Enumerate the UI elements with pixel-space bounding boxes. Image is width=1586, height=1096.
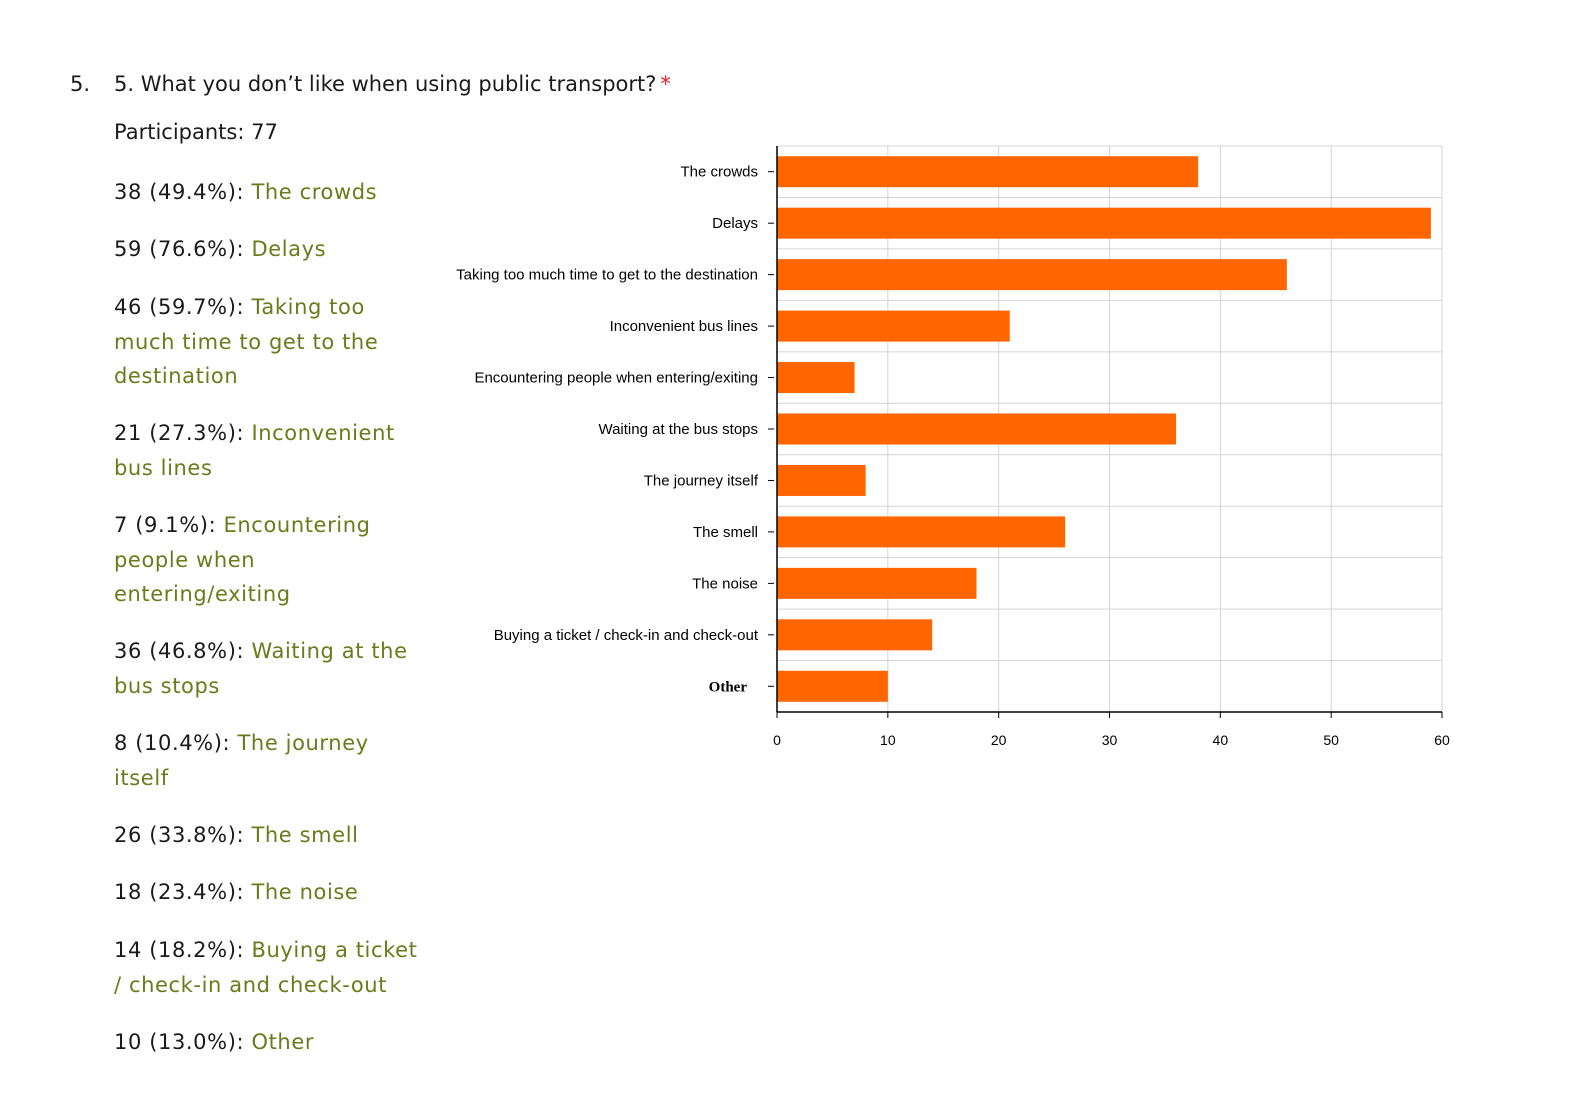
x-tick-label: 20	[991, 732, 1007, 748]
category-label: Encountering people when entering/exitin…	[474, 370, 758, 387]
bar	[777, 207, 1431, 239]
answer-item: 18 (23.4%): The noise	[114, 875, 424, 910]
participants-count: Participants: 77	[114, 120, 278, 144]
bar	[777, 413, 1176, 445]
category-label: Waiting at the bus stops	[598, 421, 758, 438]
required-marker: *	[660, 72, 671, 96]
category-label: The journey itself	[644, 472, 759, 489]
x-tick-label: 60	[1434, 732, 1450, 748]
category-label: Inconvenient bus lines	[610, 318, 758, 335]
x-tick-label: 10	[880, 732, 896, 748]
answer-label: Other	[251, 1030, 315, 1054]
answer-count: 8 (10.4%):	[114, 731, 231, 755]
answer-label: Waiting at the bus stops	[114, 639, 408, 698]
answer-label: Buying a ticket / check-in and check-out	[114, 938, 418, 997]
bar	[777, 619, 933, 651]
answer-item: 36 (46.8%): Waiting at the bus stops	[114, 634, 424, 703]
answer-label: The smell	[251, 823, 359, 847]
bar	[777, 156, 1199, 188]
answer-count: 21 (27.3%):	[114, 421, 245, 445]
category-label: The smell	[693, 524, 758, 541]
answer-item: 14 (18.2%): Buying a ticket / check-in a…	[114, 933, 424, 1002]
answer-item: 21 (27.3%): Inconvenient bus lines	[114, 416, 424, 485]
answer-count: 14 (18.2%):	[114, 938, 245, 962]
answer-item: 7 (9.1%): Encountering people when enter…	[114, 508, 424, 612]
bar	[777, 516, 1066, 548]
answer-count: 59 (76.6%):	[114, 237, 245, 261]
answer-label: Taking too much time to get to the desti…	[114, 295, 379, 388]
answer-item: 38 (49.4%): The crowds	[114, 175, 424, 210]
answer-label: The crowds	[251, 180, 378, 204]
bar	[777, 310, 1010, 342]
answer-count: 26 (33.8%):	[114, 823, 245, 847]
answer-item: 59 (76.6%): Delays	[114, 232, 424, 267]
bar	[777, 670, 888, 702]
category-label: Taking too much time to get to the desti…	[456, 267, 758, 284]
answer-label: The journey itself	[114, 731, 369, 790]
bar	[777, 464, 866, 496]
question-text: 5. What you don’t like when using public…	[114, 72, 657, 96]
question-number: 5.	[70, 72, 91, 96]
answer-count: 36 (46.8%):	[114, 639, 245, 663]
question-title: 5. 5. What you don’t like when using publ…	[70, 72, 671, 96]
x-tick-label: 0	[773, 732, 781, 748]
answer-item: 26 (33.8%): The smell	[114, 818, 424, 853]
category-label: The crowds	[680, 164, 758, 181]
answer-count: 10 (13.0%):	[114, 1030, 245, 1054]
answer-item: 46 (59.7%): Taking too much time to get …	[114, 290, 424, 394]
answer-count: 7 (9.1%):	[114, 513, 217, 537]
category-label: The noise	[692, 575, 758, 592]
bar	[777, 259, 1287, 291]
answer-count: 46 (59.7%):	[114, 295, 245, 319]
x-tick-label: 40	[1213, 732, 1229, 748]
answer-count: 38 (49.4%):	[114, 180, 245, 204]
category-label: Delays	[712, 215, 758, 232]
category-label: Other	[709, 679, 748, 695]
answer-item: 10 (13.0%): Other	[114, 1025, 424, 1060]
x-tick-label: 30	[1102, 732, 1118, 748]
answer-count: 18 (23.4%):	[114, 880, 245, 904]
answer-label: The noise	[251, 880, 359, 904]
bar	[777, 567, 977, 599]
category-label: Buying a ticket / check-in and check-out	[494, 627, 759, 644]
answer-item: 8 (10.4%): The journey itself	[114, 726, 424, 795]
answer-label: Delays	[251, 237, 327, 261]
answer-label: Inconvenient bus lines	[114, 421, 395, 480]
bar	[777, 362, 855, 394]
x-tick-label: 50	[1323, 732, 1339, 748]
answer-label: Encountering people when entering/exitin…	[114, 513, 371, 606]
